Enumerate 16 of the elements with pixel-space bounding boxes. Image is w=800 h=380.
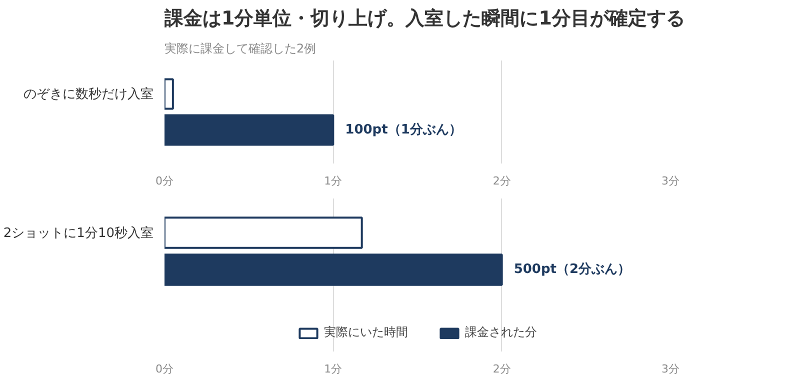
x-tick-label: 1分 <box>324 174 342 188</box>
x-tick-label: 0分 <box>156 362 174 376</box>
data-label: 100pt（1分ぶん） <box>345 122 462 138</box>
x-tick-label: 1分 <box>324 362 342 376</box>
x-tick-label: 3分 <box>662 362 680 376</box>
chart-title: 課金は1分単位・切り上げ。入室した瞬間に1分目が確定する <box>164 8 685 30</box>
y-tick-label: 2ショットに1分10秒入室 <box>3 224 154 241</box>
x-tick-label: 3分 <box>662 174 680 188</box>
x-tick-label: 2分 <box>492 174 511 188</box>
x-tick-label: 2分 <box>492 362 511 376</box>
y-tick-label: のぞきに数秒だけ入室 <box>24 86 154 102</box>
data-label: 500pt（2分ぶん） <box>514 262 631 278</box>
legend-label: 課金された分 <box>465 324 537 341</box>
x-tick-label: 0分 <box>156 174 174 188</box>
chart-subtitle: 実際に課金して確認した2例 <box>164 42 316 56</box>
legend-label: 実際にいた時間 <box>324 324 408 341</box>
